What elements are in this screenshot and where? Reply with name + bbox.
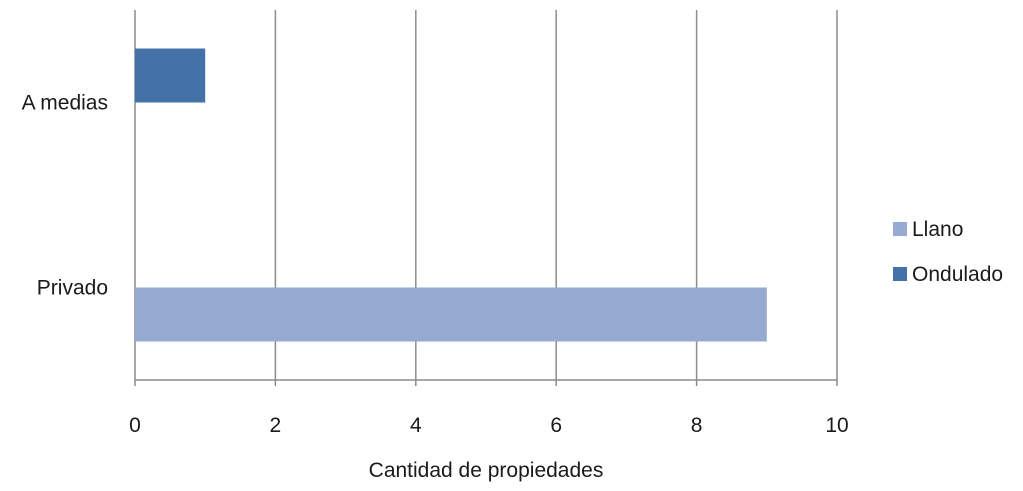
- x-tick-label: 2: [270, 414, 282, 437]
- x-tick-label: 0: [129, 414, 141, 437]
- category-label: Privado: [37, 277, 108, 300]
- x-axis-title: Cantidad de propiedades: [369, 459, 604, 482]
- legend-swatch: [893, 222, 907, 236]
- x-tick-label: 8: [691, 414, 703, 437]
- category-label: A medias: [22, 92, 108, 115]
- legend-label: Ondulado: [912, 263, 1003, 286]
- x-tick-label: 6: [550, 414, 562, 437]
- legend-swatch: [893, 267, 907, 281]
- bar-llano-privado: [135, 287, 767, 342]
- x-tick-label: 4: [410, 414, 422, 437]
- bar-layer: [135, 48, 767, 342]
- bar-ondulado-a-medias: [135, 48, 206, 103]
- label-layer: 0 2 4 6 8 10 A medias Privado: [22, 92, 849, 438]
- legend: Llano Ondulado: [893, 218, 1003, 286]
- legend-label: Llano: [912, 218, 963, 241]
- x-tick-label: 10: [825, 414, 848, 437]
